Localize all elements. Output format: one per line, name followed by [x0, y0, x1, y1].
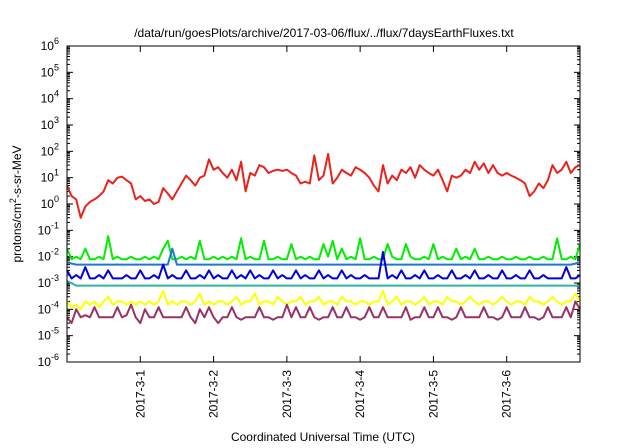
x-tick-label: 2017-3-5 [426, 370, 440, 418]
y-axis-label-pre: protons/cm [10, 203, 24, 262]
y-tick-base: 10 [41, 65, 55, 79]
x-tick-label: 2017-3-6 [500, 370, 514, 418]
series-line-6 [66, 289, 581, 311]
y-tick-exponent: -3 [51, 273, 59, 283]
y-tick-exponent: 6 [54, 36, 59, 46]
x-tick-label: 2017-3-1 [133, 370, 147, 418]
y-tick-exponent: -4 [51, 299, 59, 309]
series-line-3 [66, 247, 581, 266]
y-tick-label: 102 [41, 141, 59, 158]
y-tick-label: 101 [41, 168, 59, 185]
x-tick-label: 2017-3-2 [207, 370, 221, 418]
y-tick-base: 10 [38, 250, 52, 264]
y-tick-label: 103 [41, 115, 59, 132]
series-line-1 [66, 152, 581, 219]
y-tick-label: 106 [41, 36, 59, 53]
y-tick-exponent: -6 [51, 352, 59, 362]
y-tick-exponent: 3 [54, 115, 59, 125]
y-tick-exponent: 4 [54, 89, 59, 99]
y-tick-exponent: 1 [54, 168, 59, 178]
y-axis: 10-610-510-410-310-210-11001011021031041… [38, 36, 580, 369]
series-layer [66, 152, 581, 325]
y-tick-label: 10-3 [38, 273, 59, 290]
plot-frame [66, 45, 581, 363]
y-tick-base: 10 [41, 171, 55, 185]
y-tick-label: 10-1 [38, 220, 59, 237]
y-tick-base: 10 [38, 355, 52, 369]
y-tick-base: 10 [38, 302, 52, 316]
y-tick-base: 10 [41, 118, 55, 132]
y-tick-base: 10 [38, 276, 52, 290]
y-tick-exponent: 5 [54, 62, 59, 72]
y-tick-exponent: -5 [51, 326, 59, 336]
y-tick-label: 104 [41, 89, 59, 106]
series-line-5 [66, 280, 580, 287]
y-tick-label: 10-5 [38, 326, 59, 343]
y-tick-exponent: -1 [51, 220, 59, 230]
y-tick-base: 10 [38, 329, 52, 343]
chart-title: /data/run/goesPlots/archive/2017-03-06/f… [134, 26, 514, 40]
y-tick-label: 10-6 [38, 352, 59, 369]
y-axis-label: protons/cm2-s-sr-MeV [8, 145, 24, 262]
y-tick-base: 10 [41, 92, 55, 106]
x-tick-label: 2017-3-3 [280, 370, 294, 418]
y-axis-label-sup: 2 [8, 198, 18, 203]
y-tick-exponent: 2 [54, 141, 59, 151]
y-tick-label: 10-4 [38, 299, 59, 316]
y-tick-base: 10 [38, 223, 52, 237]
y-tick-base: 10 [41, 39, 55, 53]
series-line-4 [66, 251, 581, 280]
x-axis: 2017-3-1 2017-3-2 2017-3-3 2017-3-4 2017-3-5… [133, 46, 514, 418]
x-tick-label: 2017-3-4 [353, 370, 367, 418]
x-axis-label: Coordinated Universal Time (UTC) [231, 430, 415, 444]
y-axis-label-post: -s-sr-MeV [10, 145, 24, 198]
y-tick-label: 100 [41, 194, 59, 211]
y-tick-exponent: -2 [51, 247, 59, 257]
y-tick-base: 10 [41, 197, 55, 211]
y-tick-label: 105 [41, 62, 59, 79]
series-line-7 [66, 300, 581, 325]
y-tick-label: 10-2 [38, 247, 59, 264]
y-tick-exponent: 0 [54, 194, 59, 204]
series-line-2 [66, 235, 581, 261]
y-tick-base: 10 [41, 144, 55, 158]
